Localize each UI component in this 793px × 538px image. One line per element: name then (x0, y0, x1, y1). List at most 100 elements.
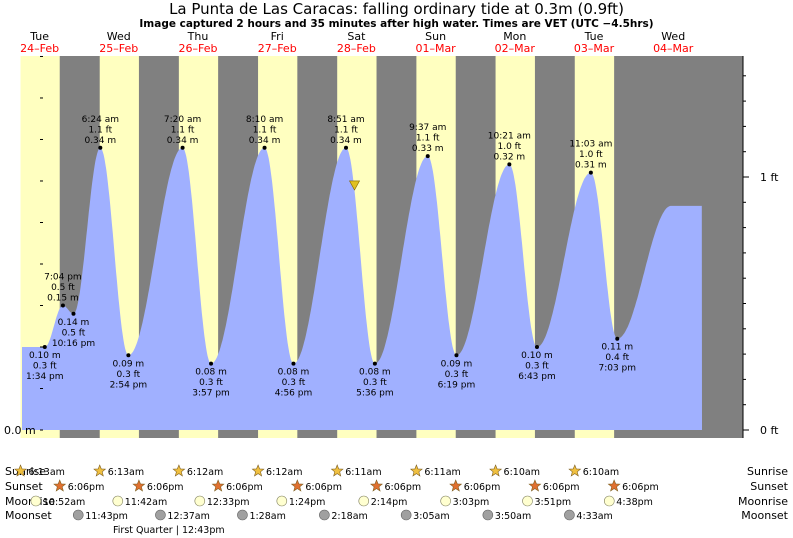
moonset-time: 3:05am (413, 511, 449, 522)
low-tide-ft-label: 0.3 ft (445, 370, 469, 380)
sunrise-time: 6:12am (187, 467, 223, 478)
moonrise-time: 12:33pm (207, 497, 250, 508)
moonrise-time: 3:51pm (535, 497, 572, 508)
low-tide-m-label: 0.10 m (521, 351, 553, 361)
sunset-icon (607, 479, 621, 492)
row-label-sunset-left: Sunset (5, 480, 43, 493)
high-tide-ft-label: 1.1 ft (416, 134, 440, 144)
moonset-icon (482, 509, 494, 521)
moonset-icon (237, 509, 248, 521)
moonrise-icon (440, 495, 451, 507)
high-tide-point (98, 145, 103, 150)
moonrise-time: 3:03pm (453, 497, 490, 508)
moonset-icon (72, 509, 84, 521)
axes: 0.0 m 1 ft 0 ft (4, 55, 779, 438)
low-tide-time-label: 7:03 pm (598, 364, 636, 374)
low-tide-ft-label: 0.3 ft (363, 378, 387, 388)
sunset-time: 6:06pm (622, 482, 659, 493)
sunset-icon (449, 479, 463, 492)
high-tide-point (344, 145, 349, 150)
current-tide-marker (349, 180, 361, 191)
low-tide-time-label: 2:54 pm (110, 380, 148, 390)
low-tide-point (126, 353, 131, 358)
moonset-time: 12:37am (167, 511, 209, 522)
high-tide-time-label: 11:03 am (569, 140, 612, 150)
high-tide-m-label: 0.32 m (494, 152, 526, 162)
low-tide-time-label: 5:36 pm (356, 389, 394, 399)
left-axis-label: 0.0 m (4, 424, 36, 437)
low-tide-point (291, 361, 296, 366)
moon-phase-label: First Quarter | 12:43pm (113, 525, 225, 536)
high-tide-m-label: 0.33 m (412, 144, 444, 154)
moonrise-icon (30, 495, 42, 507)
low-tide-point (372, 361, 377, 366)
day-of-week-label: Thu (187, 30, 209, 43)
low-tide-m-label: 0.08 m (195, 368, 227, 378)
sunrise-icon (251, 464, 265, 477)
high-tide-ft-label: 0.5 ft (51, 283, 75, 293)
high-tide-time-label: 9:37 am (409, 123, 446, 133)
moonset-icon (400, 509, 412, 521)
high-tide-m-label: 0.34 m (84, 136, 116, 146)
right-axis-0ft-label: 0 ft (760, 424, 779, 437)
chart-title: La Punta de Las Caracas: falling ordinar… (169, 0, 624, 18)
sunrise-icon (568, 464, 582, 477)
low-tide-point (534, 344, 539, 349)
row-label-moonset-right: Moonset (741, 509, 788, 522)
sunrise-icon (14, 464, 27, 477)
moonset-time: 4:33am (576, 511, 612, 522)
date-label: 28–Feb (337, 42, 376, 55)
high-tide-ft-label: 1.1 ft (88, 125, 112, 135)
high-tide-m-label: 0.31 m (575, 161, 607, 171)
row-label-moonrise-right: Moonrise (738, 495, 788, 508)
sunset-icon (528, 479, 542, 492)
high-tide-time-label: 7:20 am (164, 115, 201, 125)
high-tide-ft-label: 1.1 ft (171, 125, 195, 135)
sunset-icon (370, 479, 383, 492)
low-tide-point (615, 336, 620, 341)
sunset-time: 6:06pm (464, 482, 501, 493)
high-tide-time-label: 7:04 pm (44, 272, 82, 282)
sunrise-time: 6:11am (424, 467, 460, 478)
date-label: 03–Mar (574, 42, 615, 55)
sunrise-time: 6:13am (108, 467, 144, 478)
sunset-icon (211, 479, 225, 492)
chart-subtitle: Image captured 2 hours and 35 minutes af… (139, 18, 654, 30)
low-tide-time-label: 6:43 pm (518, 372, 556, 382)
high-tide-time-label: 10:21 am (488, 131, 531, 141)
high-tide-point (180, 145, 185, 150)
moonrise-icon (522, 495, 533, 507)
moonset-time: 2:18am (331, 511, 367, 522)
moonrise-icon (112, 495, 124, 507)
sunrise-time: 6:10am (583, 467, 619, 478)
sunrise-icon (409, 464, 423, 477)
high-tide-m-label: 0.34 m (249, 136, 281, 146)
low-tide-point (71, 311, 76, 316)
high-tide-point (262, 145, 267, 150)
sunset-time: 6:06pm (543, 482, 580, 493)
moonrise-icon (194, 495, 206, 507)
moonrise-time: 10:52am (43, 497, 85, 508)
sunrise-time: 6:12am (266, 467, 302, 478)
high-tide-point (588, 170, 593, 175)
high-tide-ft-label: 1.1 ft (334, 125, 358, 135)
sunset-time: 6:06pm (147, 482, 184, 493)
sunrise-icon (172, 464, 186, 477)
tide-curve (22, 147, 702, 431)
moonset-time: 11:43pm (85, 511, 128, 522)
low-tide-point (42, 344, 47, 349)
date-label: 02–Mar (495, 42, 536, 55)
low-tide-ft-label: 0.4 ft (605, 353, 629, 363)
sunrise-time: 6:10am (504, 467, 540, 478)
moonset-icon (319, 509, 330, 521)
low-tide-m-label: 0.14 m (58, 318, 90, 328)
sunset-time: 6:06pm (385, 482, 422, 493)
moonset-icon (564, 509, 575, 521)
day-of-week-label: Fri (271, 30, 284, 43)
row-label-moonrise-left: Moonrise (5, 495, 55, 508)
day-of-week-label: Tue (29, 30, 49, 43)
tide-extreme-labels: 0.10 m0.3 ft1:34 pm7:04 pm0.5 ft0.15 m0.… (26, 115, 636, 399)
low-tide-m-label: 0.09 m (441, 359, 473, 369)
row-label-sunrise-right: Sunrise (747, 465, 788, 478)
